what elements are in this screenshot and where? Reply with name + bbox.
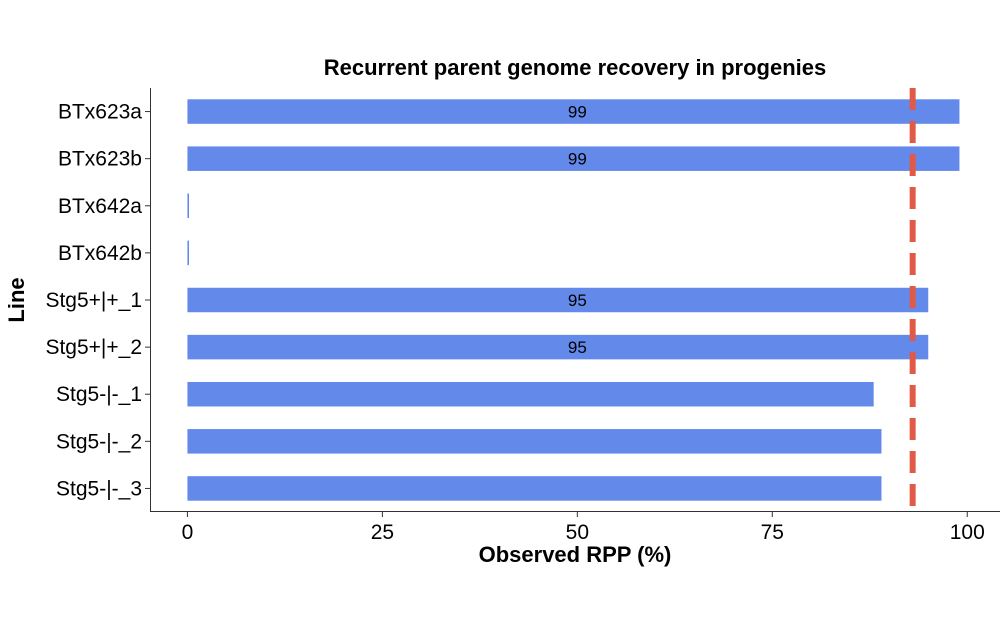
x-tick-label-0: 0 <box>182 521 194 544</box>
bar-4 <box>187 287 929 313</box>
bar-2 <box>187 193 189 219</box>
bar-5 <box>187 334 929 360</box>
y-tick-label-4: Stg5+|+_1 <box>45 289 142 312</box>
bar-7 <box>187 429 882 454</box>
bar-3 <box>187 240 189 266</box>
data-label-0: 99 <box>568 103 587 122</box>
data-label-4: 95 <box>568 291 587 310</box>
x-axis-title: Observed RPP (%) <box>479 542 672 567</box>
y-tick-label-5: Stg5+|+_2 <box>45 336 142 359</box>
chart-title: Recurrent parent genome recovery in prog… <box>324 55 827 80</box>
x-ticks-group: 0 25 50 75 100 <box>182 512 985 544</box>
y-tick-label-7: Stg5-|-_2 <box>56 430 142 453</box>
data-label-1: 99 <box>568 150 587 169</box>
x-tick-label-4: 100 <box>950 521 985 544</box>
x-tick-label-2: 50 <box>566 521 589 544</box>
y-tick-label-6: Stg5-|-_1 <box>56 383 142 406</box>
y-tick-label-0: BTx623a <box>58 101 142 124</box>
y-axis-title: Line <box>4 277 29 322</box>
y-tick-label-3: BTx642b <box>58 242 142 265</box>
bar-1 <box>187 146 960 171</box>
data-labels-group: 99 99 95 95 <box>568 103 587 358</box>
bars-group <box>187 99 960 501</box>
x-tick-label-3: 75 <box>761 521 784 544</box>
bar-6 <box>187 381 874 407</box>
y-tick-label-8: Stg5-|-_3 <box>56 477 142 500</box>
y-tick-label-2: BTx642a <box>58 195 142 218</box>
bar-0 <box>187 99 960 124</box>
x-tick-label-1: 25 <box>371 521 394 544</box>
data-label-5: 95 <box>568 338 587 357</box>
bar-8 <box>187 476 882 501</box>
y-ticks-group: BTx623a BTx623b BTx642a BTx642b Stg5+|+_1 Stg… <box>45 101 150 500</box>
y-tick-label-1: BTx623b <box>58 148 142 171</box>
